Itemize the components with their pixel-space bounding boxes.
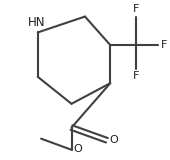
Text: O: O bbox=[109, 135, 118, 145]
Text: O: O bbox=[74, 144, 82, 154]
Text: F: F bbox=[132, 4, 139, 14]
Text: HN: HN bbox=[28, 16, 46, 29]
Text: F: F bbox=[161, 40, 167, 50]
Text: F: F bbox=[132, 71, 139, 81]
